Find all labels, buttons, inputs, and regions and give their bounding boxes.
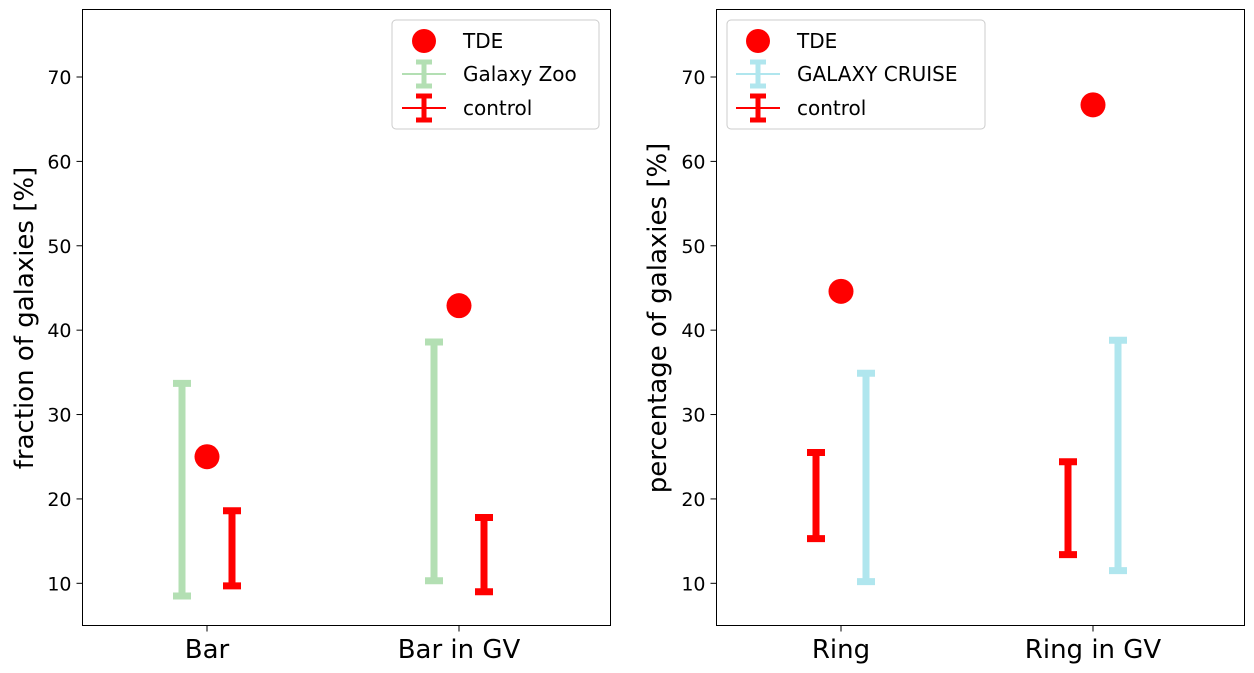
- right-legend-control-label: control: [797, 96, 866, 120]
- right-galaxy-cruise-range-0: [857, 369, 875, 586]
- left-plot-frame: [82, 9, 611, 626]
- left-panel: 10 20 30 40 50 60 70 Bar Bar in GV fraction of…: [10, 9, 611, 665]
- right-legend-galaxy-cruise-marker: [736, 59, 780, 89]
- right-legend-box: [726, 19, 986, 130]
- right-y-tick-label-60: 60: [681, 151, 705, 173]
- right-category-label-0: Ring: [812, 635, 870, 665]
- right-legend-tde-label: TDE: [796, 29, 837, 53]
- right-legend-galaxy-cruise-label: GALAXY CRUISE: [797, 62, 957, 86]
- right-tde-point-0: [828, 278, 854, 304]
- left-y-tick-label-50: 50: [47, 236, 71, 258]
- right-y-tick-label-50: 50: [681, 236, 705, 258]
- left-data-marks: [173, 293, 493, 600]
- right-tde-point-1: [1080, 92, 1106, 118]
- left-legend-tde-marker: [412, 29, 436, 53]
- left-tde-point-0: [194, 444, 220, 470]
- right-legend-tde-marker: [746, 29, 770, 53]
- right-y-tick-label-70: 70: [681, 67, 705, 89]
- left-y-tick-label-70: 70: [47, 67, 71, 89]
- right-y-tick-label-20: 20: [681, 489, 705, 511]
- left-control-range-0: [223, 507, 241, 590]
- left-legend-galaxy-zoo-label: Galaxy Zoo: [463, 62, 577, 86]
- left-legend-tde-label: TDE: [462, 29, 503, 53]
- left-tde-point-1: [446, 293, 472, 319]
- right-legend-control-marker: [736, 93, 780, 123]
- left-galaxy-zoo-range-1: [425, 338, 443, 585]
- right-y-axis-label: percentage of galaxies [%]: [643, 143, 673, 494]
- left-y-tick-label-60: 60: [47, 151, 71, 173]
- left-legend-galaxy-zoo-marker: [402, 59, 446, 89]
- right-panel: 10 20 30 40 50 60 70 Ring Ring in GV percentag…: [643, 9, 1245, 665]
- left-y-axis-label: fraction of galaxies [%]: [10, 167, 40, 469]
- left-y-tick-label-20: 20: [47, 489, 71, 511]
- left-y-axis-ticks: 10 20 30 40 50 60 70: [47, 67, 460, 632]
- left-y-tick-label-10: 10: [47, 573, 71, 595]
- left-y-tick-label-30: 30: [47, 405, 71, 427]
- left-legend-control-marker: [402, 93, 446, 123]
- right-y-tick-label-10: 10: [681, 573, 705, 595]
- right-galaxy-cruise-range-1: [1109, 336, 1127, 575]
- right-y-axis-ticks: 10 20 30 40 50 60 70: [681, 67, 1094, 632]
- right-y-tick-label-40: 40: [681, 320, 705, 342]
- right-plot-frame: [716, 9, 1245, 626]
- left-legend: TDE Galaxy Zoo control: [391, 19, 600, 130]
- left-control-range-1: [475, 513, 493, 596]
- right-control-range-1: [1059, 458, 1077, 559]
- right-category-label-1: Ring in GV: [1025, 635, 1162, 665]
- right-control-range-0: [807, 449, 825, 543]
- right-data-marks: [807, 92, 1127, 586]
- left-category-label-0: Bar: [185, 635, 230, 665]
- right-legend: TDE GALAXY CRUISE control: [726, 19, 986, 130]
- left-legend-control-label: control: [463, 96, 532, 120]
- left-y-tick-label-40: 40: [47, 320, 71, 342]
- left-category-label-1: Bar in GV: [398, 635, 521, 665]
- left-galaxy-zoo-range-0: [173, 379, 191, 600]
- right-y-tick-label-30: 30: [681, 405, 705, 427]
- left-legend-box: [391, 19, 600, 130]
